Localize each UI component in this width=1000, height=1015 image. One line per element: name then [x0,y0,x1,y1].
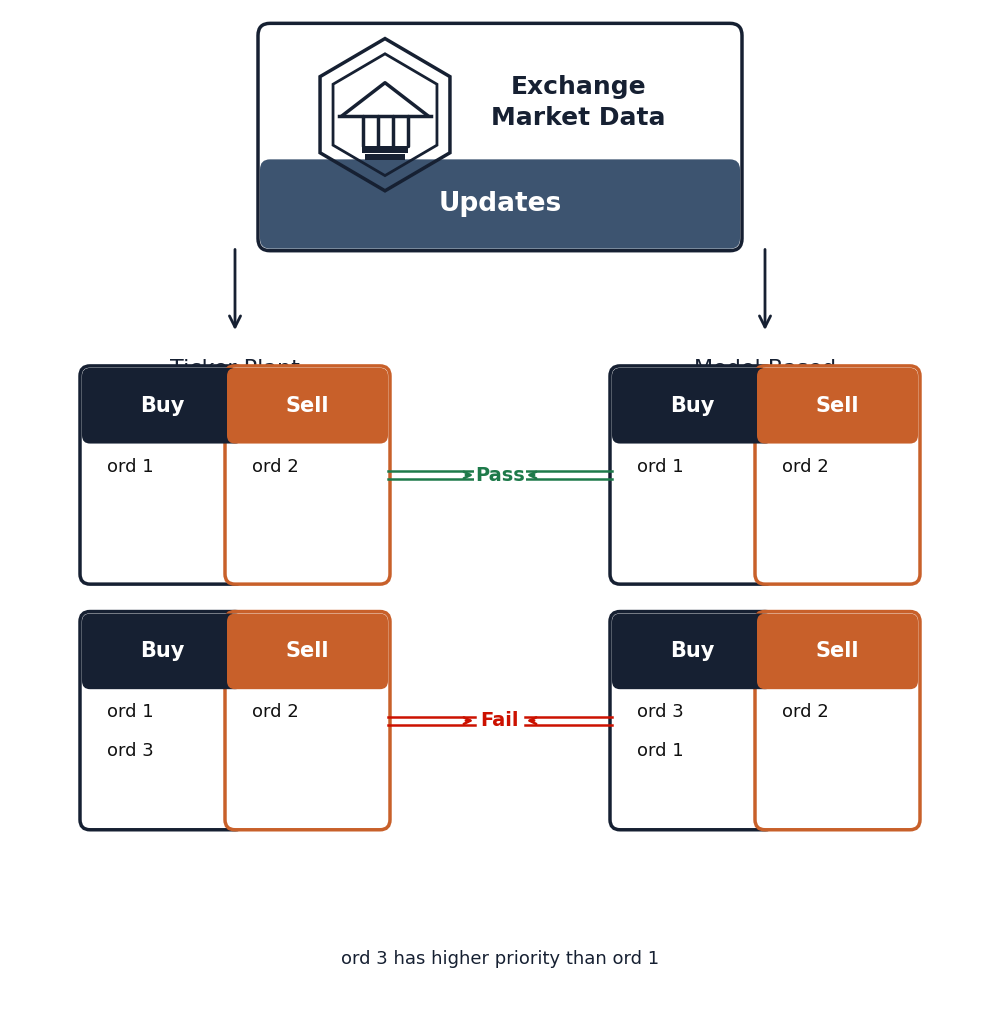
Bar [620,655,765,681]
FancyBboxPatch shape [80,366,245,585]
Bar [362,145,408,152]
FancyBboxPatch shape [757,613,918,689]
Text: Sell: Sell [286,396,329,416]
Text: ord 1: ord 1 [107,703,154,722]
FancyBboxPatch shape [755,611,920,830]
Text: ord 2: ord 2 [252,703,299,722]
FancyBboxPatch shape [757,368,918,444]
FancyBboxPatch shape [227,613,388,689]
Bar [235,409,380,435]
FancyBboxPatch shape [612,368,773,444]
FancyBboxPatch shape [225,366,390,585]
Bar [90,409,235,435]
Bar [620,409,765,435]
Text: Buy: Buy [140,641,185,662]
Text: ord 3: ord 3 [107,742,154,760]
Text: ord 1: ord 1 [637,458,684,476]
Text: Sell: Sell [286,641,329,662]
Bar [765,409,910,435]
Text: ord 1: ord 1 [637,742,684,760]
FancyBboxPatch shape [227,368,388,444]
Bar [365,154,405,160]
Text: Pass: Pass [475,466,525,484]
Text: ord 3: ord 3 [637,703,684,722]
Text: Sell: Sell [816,641,859,662]
Text: Ticker Plant
logic: Ticker Plant logic [170,359,300,402]
Text: Model Based
logic: Model Based logic [694,359,836,402]
Text: Sell: Sell [816,396,859,416]
FancyBboxPatch shape [610,366,775,585]
FancyBboxPatch shape [755,366,920,585]
Text: Buy: Buy [670,396,715,416]
Text: ord 2: ord 2 [782,458,829,476]
Text: ord 2: ord 2 [782,703,829,722]
Text: Updates: Updates [438,191,562,217]
FancyBboxPatch shape [612,613,773,689]
Bar [270,207,730,239]
FancyBboxPatch shape [82,368,243,444]
FancyBboxPatch shape [260,159,740,249]
Text: ord 2: ord 2 [252,458,299,476]
Text: ord 3 has higher priority than ord 1: ord 3 has higher priority than ord 1 [341,950,659,968]
FancyBboxPatch shape [82,613,243,689]
FancyBboxPatch shape [258,23,742,251]
Text: Buy: Buy [140,396,185,416]
Bar [765,655,910,681]
Text: Exchange
Market Data: Exchange Market Data [491,75,665,130]
Text: Buy: Buy [670,641,715,662]
Text: ord 1: ord 1 [107,458,154,476]
Bar [235,655,380,681]
Bar [90,655,235,681]
FancyBboxPatch shape [610,611,775,830]
FancyBboxPatch shape [80,611,245,830]
FancyBboxPatch shape [225,611,390,830]
Text: Fail: Fail [481,712,519,730]
